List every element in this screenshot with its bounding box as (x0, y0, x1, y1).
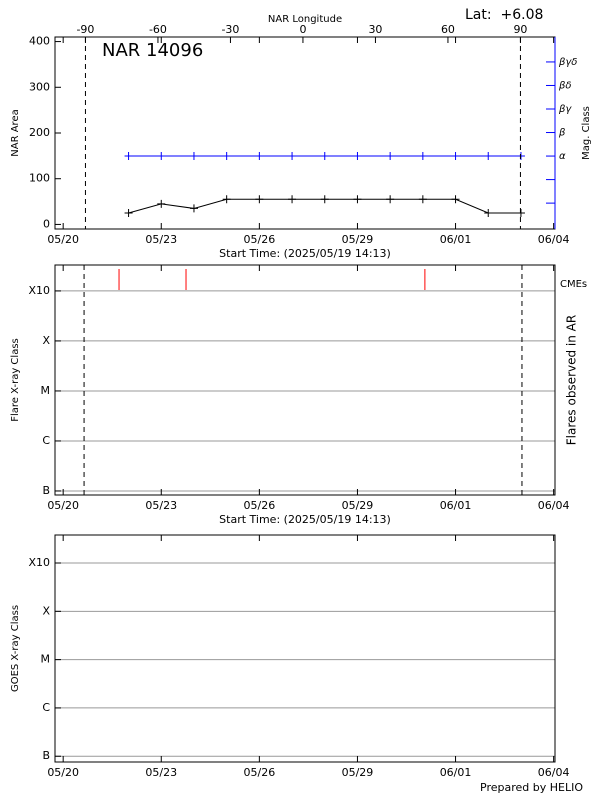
y2-tick-label: βδ (558, 80, 572, 91)
data-point (222, 195, 231, 204)
data-point (353, 152, 362, 161)
y-axis-label: NAR Area (10, 109, 21, 156)
y-tick-label: C (42, 701, 50, 714)
x-tick-label: 06/01 (440, 766, 472, 779)
x-tick-label: 05/20 (47, 233, 79, 246)
data-point (255, 152, 264, 161)
x-tick-label: 06/01 (440, 233, 472, 246)
data-point (418, 152, 427, 161)
y-tick-label: C (42, 434, 50, 447)
x2-tick-label: -60 (149, 23, 167, 36)
x-tick-label: 05/29 (342, 233, 374, 246)
x2-tick-label: 90 (513, 23, 527, 36)
data-point (222, 152, 231, 161)
x-tick-label: 05/29 (342, 766, 374, 779)
data-point (451, 152, 460, 161)
data-point (484, 209, 493, 217)
data-point (288, 195, 297, 204)
x-tick-label: 05/23 (145, 233, 177, 246)
y-tick-label: 200 (29, 126, 50, 139)
y-axis-label: Flare X-ray Class (10, 338, 21, 422)
x2-tick-label: 60 (441, 23, 455, 36)
x-tick-label: 05/20 (47, 499, 79, 512)
data-point (418, 195, 427, 204)
y-tick-label: X10 (28, 284, 50, 297)
y2-tick-label: βγδ (558, 57, 577, 68)
cme-label: CMEs (560, 279, 587, 290)
x-tick-label: 05/20 (47, 766, 79, 779)
x-tick-label: 06/04 (538, 233, 570, 246)
y-tick-label: 300 (29, 80, 50, 93)
x-tick-label: 05/23 (145, 766, 177, 779)
data-point (157, 199, 166, 208)
x-axis-label: Start Time: (2025/05/19 14:13) (219, 513, 391, 526)
y2-axis-label: Mag. Class (581, 106, 592, 160)
y2-tick-label: α (559, 151, 566, 162)
data-point (255, 195, 264, 204)
y-tick-label: B (42, 749, 50, 762)
x-tick-label: 05/26 (244, 233, 276, 246)
chart-title: NAR 14096 (102, 40, 203, 61)
x2-tick-label: -30 (221, 23, 239, 36)
y-axis-label: GOES X-ray Class (10, 605, 21, 692)
y-tick-label: M (41, 384, 51, 397)
plot-frame (54, 36, 556, 230)
y-tick-label: B (42, 484, 50, 497)
y-tick-label: X (42, 334, 50, 347)
y2-axis-label: Flares observed in AR (565, 315, 579, 445)
y-tick-label: 0 (43, 217, 50, 230)
y-tick-label: 400 (29, 35, 50, 48)
x2-tick-label: -90 (76, 23, 94, 36)
data-point (157, 152, 166, 161)
data-point (386, 195, 395, 204)
data-point (451, 195, 460, 204)
y-tick-label: X (42, 604, 50, 617)
x-tick-label: 05/29 (342, 499, 374, 512)
x2-tick-label: 30 (368, 23, 382, 36)
x-axis-label: Start Time: (2025/05/19 14:13) (219, 247, 391, 260)
data-point (124, 209, 133, 217)
x-tick-label: 05/23 (145, 499, 177, 512)
data-point (320, 195, 329, 204)
y-tick-label: 100 (29, 172, 50, 185)
x-tick-label: 06/04 (538, 499, 570, 512)
x-tick-label: 06/04 (538, 766, 570, 779)
data-point (288, 152, 297, 161)
x2-axis-label: NAR Longitude (268, 14, 342, 25)
y-tick-label: M (41, 653, 51, 666)
data-point (189, 204, 198, 213)
x-tick-label: 05/26 (244, 499, 276, 512)
data-point (484, 152, 493, 161)
x-tick-label: 05/26 (244, 766, 276, 779)
data-point (189, 152, 198, 161)
plot-frame (54, 534, 556, 763)
latitude-annotation: Lat: +6.08 (465, 7, 543, 23)
data-point (386, 152, 395, 161)
footer: Prepared by HELIO (480, 781, 583, 794)
data-point (320, 152, 329, 161)
y2-tick-label: βγ (558, 104, 572, 115)
data-point (353, 195, 362, 204)
plot-frame (54, 264, 556, 496)
y-tick-label: X10 (28, 556, 50, 569)
x2-tick-label: 0 (299, 23, 306, 36)
data-point (124, 152, 133, 161)
x-tick-label: 06/01 (440, 499, 472, 512)
y2-tick-label: β (558, 128, 566, 139)
